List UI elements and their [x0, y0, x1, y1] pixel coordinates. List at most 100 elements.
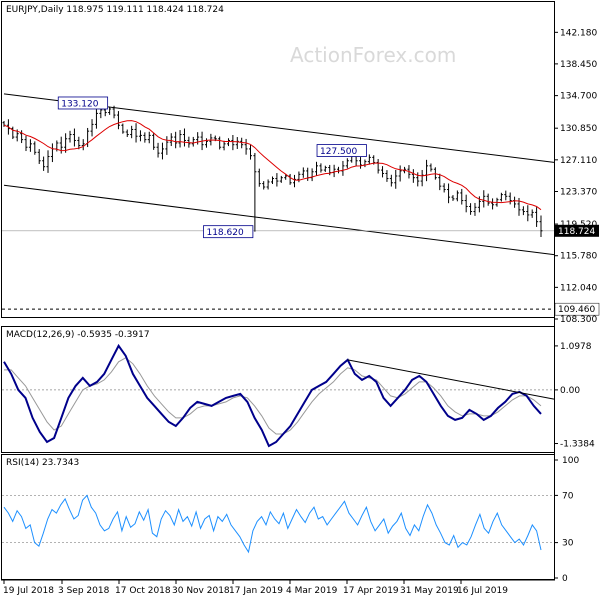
price-bar: [491, 198, 495, 210]
price-layer: 133.120 127.500 118.620: [2, 93, 555, 310]
axis-layer: 142.180 138.450 134.700 130.850 127.110 123.3…: [554, 28, 600, 584]
support-price-label: 109.460: [558, 305, 595, 315]
price-bar: [275, 173, 279, 187]
price-bar: [464, 194, 468, 213]
price-bar: [367, 154, 371, 165]
current-price-box: [555, 224, 599, 237]
price-bar: [134, 123, 138, 143]
price-bar: [429, 163, 433, 172]
macd-trendline: [347, 359, 555, 400]
price-tick-label: 123.370: [560, 187, 597, 197]
price-bar: [266, 179, 270, 190]
price-bar: [116, 111, 120, 130]
price-bar: [411, 169, 415, 183]
support-price-box: [554, 302, 600, 316]
price-bar: [81, 139, 85, 151]
x-tick-label: 19 Jul 2018: [3, 586, 54, 596]
x-tick-label: 30 Nov 2018: [172, 586, 230, 596]
event-label-118.620: 118.620: [203, 225, 254, 239]
price-bar: [143, 132, 147, 143]
rsi-title: RSI(14) 23.7343: [6, 458, 79, 468]
x-tick-label: 16 Jul 2019: [457, 586, 508, 596]
price-bar: [33, 141, 37, 155]
x-tick-label: 17 Oct 2018: [115, 586, 171, 596]
price-bar: [315, 161, 319, 176]
price-bar: [389, 174, 393, 187]
rsi-panel-frame: [1, 454, 555, 580]
macd-tick-label: 1.0978: [560, 342, 592, 352]
moving-average-line: [3, 120, 542, 211]
price-bar: [68, 130, 72, 143]
price-bar: [293, 174, 297, 188]
price-bar: [130, 125, 134, 139]
price-bar: [147, 131, 151, 144]
price-bar: [46, 150, 50, 173]
x-axis-layer: 19 Jul 2018 3 Sep 2018 17 Oct 2018 30 Nov 2…: [1, 579, 555, 596]
price-bar: [218, 136, 222, 150]
price-bar: [42, 156, 46, 171]
price-bar: [262, 181, 266, 190]
price-bar: [451, 195, 455, 201]
price-bar: [248, 145, 252, 160]
price-bar: [301, 167, 305, 178]
price-bar: [204, 138, 208, 148]
price-tick-label: 134.700: [560, 92, 597, 102]
price-bar: [416, 172, 420, 187]
price-bar: [138, 130, 142, 142]
price-bar: [125, 129, 129, 137]
price-bar: [460, 188, 464, 205]
price-tick-label: 142.180: [560, 28, 597, 38]
event-label-text: 127.500: [320, 147, 357, 157]
price-bar: [508, 192, 512, 205]
price-bar: [319, 163, 323, 173]
price-bar: [539, 215, 543, 238]
macd-tick-label: -1.3384: [560, 440, 595, 450]
price-tick-label: 112.040: [560, 283, 597, 293]
macd-layer: [2, 343, 555, 448]
rsi-line: [3, 494, 542, 554]
price-bar: [535, 207, 539, 227]
price-bar: [345, 158, 349, 169]
watermark: ActionForex.com: [290, 43, 456, 67]
price-bar: [473, 202, 477, 216]
price-bar: [28, 139, 32, 152]
event-label-text: 118.620: [206, 228, 243, 238]
x-tick-label: 3 Sep 2018: [58, 586, 110, 596]
price-bar: [231, 134, 235, 151]
price-tick-label: 127.110: [560, 156, 597, 166]
price-bar: [253, 152, 257, 232]
price-bar: [108, 106, 112, 115]
event-label-box: [316, 144, 367, 157]
x-tick-label: 31 May 2019: [400, 586, 459, 596]
price-bar: [359, 157, 363, 169]
price-bar: [112, 105, 116, 119]
price-bar: [77, 136, 81, 150]
x-tick-label: 17 Apr 2019: [343, 586, 399, 596]
price-bar: [279, 175, 283, 183]
price-bar: [165, 136, 169, 155]
price-bar: [222, 140, 226, 151]
price-bar: [482, 190, 486, 208]
price-bar: [90, 119, 94, 137]
price-bar: [469, 203, 473, 215]
price-bar: [288, 173, 292, 185]
event-label-133.120: 133.120: [57, 96, 109, 109]
price-bar: [152, 132, 156, 150]
price-header: EURJPY,Daily 118.975 119.111 118.424 118…: [6, 5, 224, 15]
price-bar: [191, 136, 195, 147]
price-tick-label: 138.450: [560, 60, 597, 70]
price-tick-label: 115.780: [560, 252, 597, 262]
price-bar: [420, 169, 424, 187]
price-bar: [521, 206, 525, 216]
event-label-text: 133.120: [61, 99, 98, 109]
price-bar: [121, 123, 125, 134]
price-bar: [323, 165, 327, 172]
price-bar: [182, 128, 186, 147]
price-bar: [398, 165, 402, 182]
price-bar: [156, 142, 160, 158]
x-tick-label: 4 Mar 2019: [286, 586, 338, 596]
price-bar: [64, 133, 68, 153]
macd-title: MACD(12,26,9) -0.5935 -0.3917: [6, 330, 150, 340]
event-label-box: [203, 225, 254, 239]
price-bar: [486, 193, 490, 206]
